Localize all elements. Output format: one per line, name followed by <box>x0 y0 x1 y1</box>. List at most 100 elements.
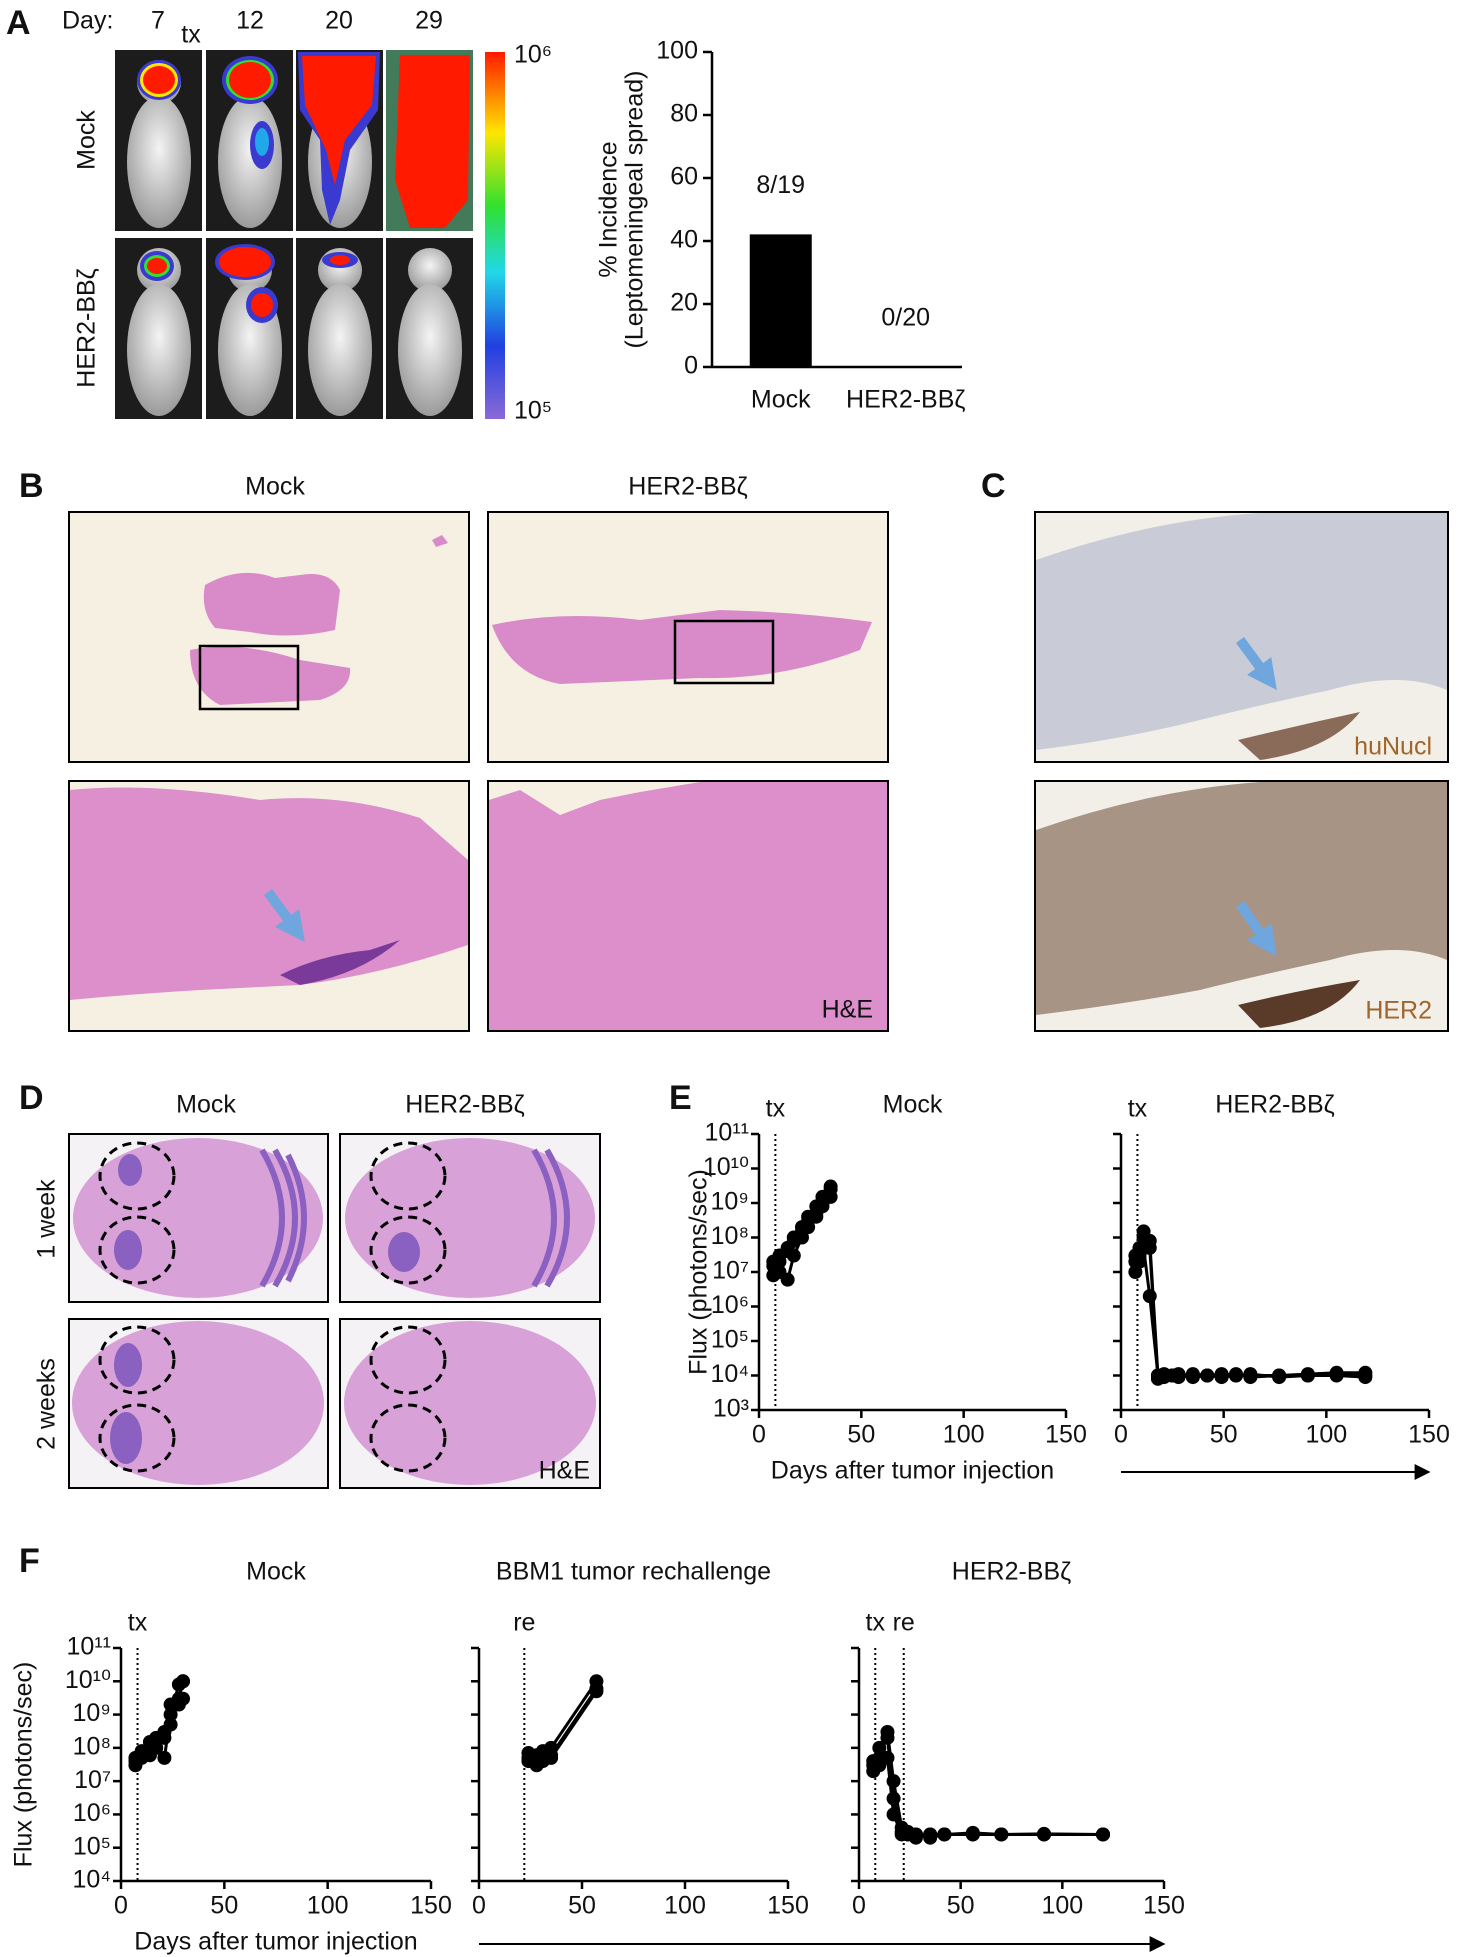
data-point <box>1136 1224 1151 1239</box>
data-point <box>923 1830 938 1845</box>
stain-label: HER2 <box>1365 997 1432 1025</box>
brain-section-part <box>98 1403 176 1473</box>
row-label: 2 weeks <box>33 1358 61 1450</box>
value-label: 8/19 <box>756 171 805 199</box>
annotation-label: tx <box>866 1609 886 1637</box>
y-tick-label: 10⁷ <box>712 1257 749 1285</box>
data-point <box>823 1189 838 1204</box>
day: 12 <box>236 7 264 35</box>
x-tick-label: 150 <box>1045 1421 1087 1449</box>
bli-image-part <box>219 247 271 277</box>
x-tick-label: 50 <box>847 1421 875 1449</box>
day: 20 <box>325 7 353 35</box>
chart-title: Mock <box>883 1091 943 1119</box>
column-label: Mock <box>245 473 305 501</box>
bli-image-part <box>395 55 470 228</box>
day: 29 <box>415 7 443 35</box>
brain-section-part <box>369 1141 447 1211</box>
ihc-image-part <box>1235 637 1277 691</box>
row-label: Mock <box>73 110 101 170</box>
data-point <box>1200 1368 1215 1383</box>
day: 7 <box>151 7 165 35</box>
series-line <box>872 1731 1103 1836</box>
data-point <box>815 1199 830 1214</box>
histology-image-part <box>68 511 470 763</box>
data-point <box>801 1220 816 1235</box>
bli-image <box>296 50 383 231</box>
x-tick-label: 0 <box>852 1892 866 1920</box>
x-tick-label: 50 <box>1210 1421 1238 1449</box>
x-tick-label: 0 <box>752 1421 766 1449</box>
brain-section-part <box>369 1403 447 1473</box>
bli-image-part <box>330 255 350 265</box>
data-point <box>872 1740 887 1755</box>
data-point <box>886 1807 901 1822</box>
stain-label: H&E <box>539 1457 590 1485</box>
bli-image-part <box>302 56 376 185</box>
bli-image-part <box>255 128 269 156</box>
stain-label: huNucl <box>1354 733 1432 761</box>
histology-image <box>487 511 889 763</box>
histology-image-part <box>203 572 340 636</box>
x-tick-label: 100 <box>664 1892 706 1920</box>
y-tick-label: 10¹⁰ <box>65 1666 111 1694</box>
brain-section-part <box>110 1412 142 1464</box>
data-point <box>134 1744 149 1759</box>
brain-section-part <box>114 1230 142 1270</box>
data-point <box>1214 1370 1229 1385</box>
brain-section-part <box>531 1148 570 1288</box>
brain-section-part <box>369 1215 447 1285</box>
bli-image <box>206 50 293 231</box>
y-axis-label: % Incidence <box>595 141 623 277</box>
data-point <box>794 1230 809 1245</box>
y-tick-label: 0 <box>684 352 698 380</box>
histology-image-part <box>673 619 775 685</box>
brain-section-part <box>72 1321 324 1485</box>
bli-image <box>296 238 383 419</box>
brain-section-part <box>259 1148 307 1288</box>
x-tick-label: 150 <box>1143 1892 1185 1920</box>
bli-image <box>115 50 202 231</box>
tx-label: tx <box>181 21 201 49</box>
annotation-label: re <box>513 1609 535 1637</box>
y-axis-label: Flux (photons/sec) <box>10 1662 38 1868</box>
data-point <box>1037 1827 1052 1842</box>
x-tick-label: 50 <box>210 1892 238 1920</box>
x-tick-label: 150 <box>767 1892 809 1920</box>
data-point <box>1136 1240 1151 1255</box>
ihc-image-part <box>1036 513 1447 750</box>
ihc-image-part <box>1238 980 1360 1028</box>
x-tick-label: 100 <box>1305 1421 1347 1449</box>
brain-section <box>68 1133 329 1303</box>
bli-image-part <box>251 293 273 317</box>
data-point <box>880 1750 895 1765</box>
histology-image-part <box>198 644 300 711</box>
data-point <box>1228 1368 1243 1383</box>
brain-section-part <box>388 1232 420 1272</box>
data-point <box>149 1740 164 1755</box>
bli-image-part <box>229 62 271 98</box>
annotation-label: tx <box>128 1609 148 1637</box>
data-point <box>1329 1368 1344 1383</box>
histology-image <box>487 780 889 1032</box>
x-tick-label: 50 <box>947 1892 975 1920</box>
y-tick-label: 40 <box>670 226 698 254</box>
ihc-image <box>1034 780 1449 1032</box>
data-point <box>1171 1370 1186 1385</box>
data-point <box>521 1746 536 1761</box>
x-tick-label: 100 <box>307 1892 349 1920</box>
bli-image-part <box>147 258 167 274</box>
x-tick-label: HER2-BBζ <box>846 386 965 414</box>
stain-label: H&E <box>822 996 873 1024</box>
colorbar <box>485 52 505 419</box>
annotation-label: tx <box>766 1095 786 1123</box>
data-point <box>157 1750 172 1765</box>
chart-title: BBM1 tumor rechallenge <box>496 1558 771 1586</box>
ihc-image-part <box>1036 782 1447 1015</box>
ihc-image <box>1034 511 1449 763</box>
y-tick-label: 10⁸ <box>73 1732 111 1760</box>
y-tick-label: 10⁵ <box>711 1326 749 1354</box>
bli-image <box>206 238 293 419</box>
chart-title: HER2-BBζ <box>1215 1091 1334 1119</box>
